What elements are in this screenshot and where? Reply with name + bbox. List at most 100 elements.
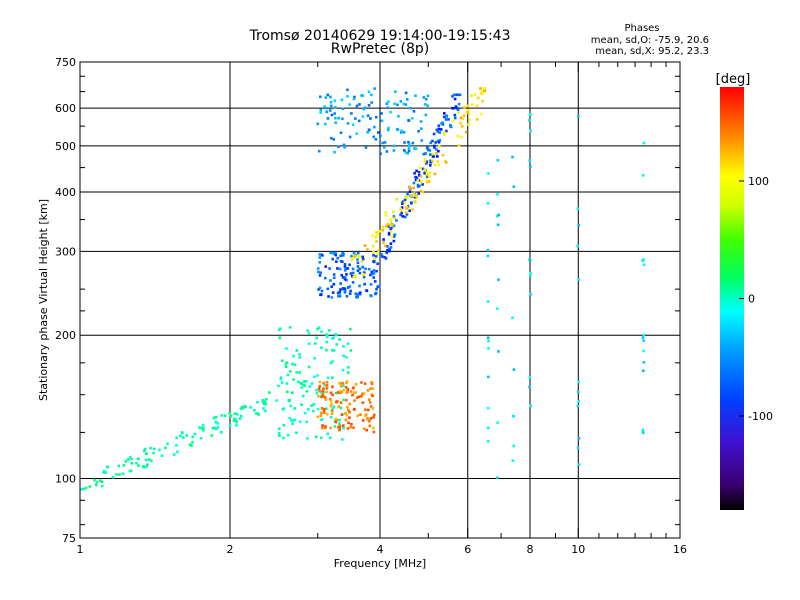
data-point [487,426,490,430]
data-point [431,152,435,156]
data-point [361,401,365,404]
data-point [356,269,360,272]
data-point [334,417,338,421]
data-point [354,391,358,394]
data-point [316,327,319,331]
data-point [150,459,153,463]
data-point [338,428,341,432]
data-point [349,349,353,352]
data-point [115,473,118,476]
data-point [401,200,405,203]
chart-title: Tromsø 20140629 19:14:00-19:15:43 [249,28,511,44]
data-point [264,402,267,406]
data-point [349,289,352,293]
data-point [333,425,337,428]
data-point [432,132,436,136]
data-point [456,108,460,112]
data-point [387,224,391,228]
data-point [389,246,393,249]
data-point [343,277,347,281]
data-point [453,116,457,120]
data-point [441,123,445,126]
data-point [330,402,333,406]
data-point [372,269,376,272]
data-point [366,417,369,420]
data-point [399,213,402,217]
data-point [158,448,161,452]
data-point [440,122,443,125]
data-point [129,456,132,459]
y-tick-label: 750 [55,56,76,69]
data-point [576,390,580,393]
y-axis-label: Stationary phase Virtual Height [km] [37,199,50,401]
data-point [238,417,242,420]
data-point [473,93,477,96]
data-point [404,91,408,95]
data-point [160,454,164,458]
data-point [358,271,362,275]
data-point [191,435,195,439]
data-point [486,254,490,258]
data-point [298,420,302,424]
data-point [128,469,132,473]
data-point [350,422,353,426]
data-point [411,141,415,145]
data-point [362,271,366,274]
data-point [342,384,345,388]
data-point [201,423,205,427]
data-point [323,276,327,280]
data-point [342,398,345,402]
data-point [356,261,360,265]
data-point [172,453,176,456]
data-point [376,131,380,134]
data-point [358,284,361,288]
data-point [439,128,443,131]
data-point [164,446,167,450]
data-point [411,208,414,211]
data-point [348,285,352,288]
data-point [329,400,333,403]
data-point [437,140,441,144]
data-point [387,231,391,235]
data-point [175,436,178,440]
data-point [328,267,331,270]
data-point [280,381,284,384]
data-point [377,284,381,288]
x-tick-label: 10 [571,543,585,556]
data-point [355,104,359,108]
data-point [431,139,434,143]
data-point [406,195,409,199]
data-point [373,125,376,129]
data-point [313,342,317,345]
data-point [367,267,371,271]
data-point [346,371,350,374]
data-point [284,362,288,366]
data-point [576,244,579,248]
data-point [367,128,371,132]
data-point [422,96,426,99]
data-point [433,163,437,167]
data-point [332,349,336,352]
data-point [355,396,359,400]
data-point [350,112,353,115]
data-point [355,293,359,296]
data-point [416,185,420,188]
data-point [377,230,380,233]
data-point [496,223,500,227]
data-point [317,394,320,398]
data-point [341,117,344,121]
data-point [315,336,319,340]
data-point [290,391,294,394]
data-point [332,282,336,286]
data-point [362,275,366,279]
data-point [323,426,327,430]
data-point [325,386,329,390]
data-point [406,192,409,196]
data-point [475,104,479,108]
data-point [304,411,307,415]
data-point [365,289,369,293]
data-point [295,349,299,352]
data-point [341,438,344,441]
data-point [145,452,148,455]
data-point [324,397,328,401]
